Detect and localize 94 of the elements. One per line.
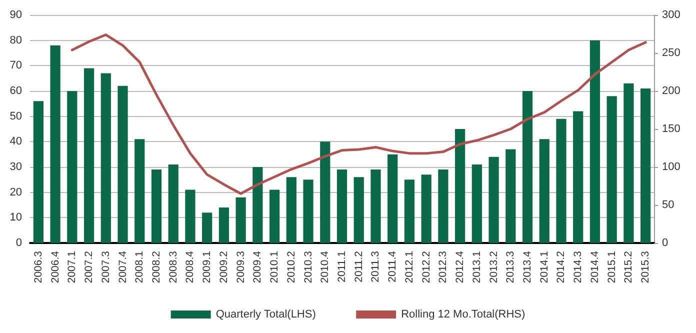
- bar: [50, 45, 60, 243]
- x-tick-label: 2010.1: [268, 250, 281, 284]
- y2-tick-label: 200: [662, 85, 680, 97]
- bar: [67, 91, 78, 243]
- x-tick-label: 2014.2: [555, 250, 568, 284]
- x-tick-label: 2015.2: [622, 250, 635, 284]
- y2-tick-label: 100: [662, 161, 680, 173]
- bar: [438, 170, 448, 243]
- y2-tick-label: 150: [662, 123, 680, 135]
- x-tick-label: 2006.3: [32, 250, 44, 284]
- legend-label: Rolling 12 Mo.Total(RHS): [401, 308, 526, 320]
- line-series: [70, 34, 647, 195]
- bar: [236, 197, 246, 243]
- bar: [168, 164, 178, 243]
- bar: [354, 177, 364, 243]
- bar: [404, 180, 415, 243]
- x-tick-label: 2010.2: [285, 250, 298, 284]
- x-tick-label: 2007.2: [83, 250, 96, 284]
- bar: [320, 142, 330, 243]
- y2-tick-label: 250: [662, 47, 680, 59]
- x-tick-label: 2009.4: [252, 250, 264, 284]
- bar: [606, 96, 617, 243]
- x-tick-label: 2015.1: [606, 250, 618, 284]
- y-tick-label: 10: [10, 212, 22, 224]
- bar: [522, 91, 533, 243]
- y-tick-label: 90: [10, 9, 22, 21]
- bar: [336, 170, 348, 243]
- x-tick-label: 2008.1: [134, 250, 146, 284]
- x-tick-label: 2009.3: [234, 250, 247, 284]
- bar: [388, 154, 398, 243]
- y-tick-label: 0: [16, 237, 22, 249]
- x-tick-label: 2011.4: [386, 250, 399, 282]
- y2-tick-label: 0: [662, 237, 668, 249]
- bar: [218, 208, 230, 243]
- x-tick-label: 2015.3: [640, 250, 652, 284]
- x-tick-label: 2007.4: [116, 250, 129, 284]
- bar: [539, 139, 550, 243]
- x-tick-label: 2013.3: [504, 250, 517, 284]
- x-tick-label: 2013.4: [522, 250, 534, 284]
- legend-label: Quarterly Total(LHS): [216, 308, 316, 320]
- y-tick-label: 30: [10, 161, 22, 173]
- bar: [590, 40, 600, 243]
- x-tick-label: 2012.2: [420, 250, 432, 284]
- y-tick-label: 40: [10, 136, 22, 148]
- x-tick-label: 2011.2: [352, 250, 365, 282]
- bar: [269, 190, 280, 243]
- x-tick-label: 2012.3: [437, 250, 450, 284]
- bar: [100, 73, 111, 243]
- bar: [84, 68, 94, 243]
- bar: [506, 149, 516, 243]
- bar: [118, 86, 128, 243]
- x-tick-label: 2008.4: [184, 250, 196, 284]
- x-tick-label: 2007.1: [66, 250, 78, 284]
- bar: [421, 174, 432, 243]
- bar: [252, 167, 263, 243]
- x-tick-label: 2014.4: [588, 250, 601, 284]
- y-tick-label: 70: [10, 60, 22, 72]
- bar: [33, 101, 44, 243]
- bar: [640, 88, 651, 243]
- y2-tick-label: 300: [662, 9, 680, 21]
- bar: [151, 170, 162, 243]
- x-tick-label: 2010.3: [302, 250, 314, 284]
- bar: [488, 156, 499, 243]
- x-tick-label: 2007.3: [100, 250, 112, 284]
- x-tick-label: 2008.3: [167, 250, 180, 284]
- bar: [134, 139, 145, 243]
- bar: [286, 177, 296, 243]
- y-tick-label: 50: [10, 110, 22, 122]
- bar: [202, 212, 212, 243]
- bar: [624, 83, 634, 243]
- x-tick-label: 2011.3: [370, 250, 382, 282]
- bar: [472, 164, 482, 243]
- bar: [556, 118, 566, 243]
- x-tick-label: 2008.2: [150, 250, 162, 284]
- y-tick-label: 60: [10, 85, 22, 97]
- x-tick-label: 2011.1: [336, 250, 348, 282]
- x-tick-label: 2009.1: [201, 250, 214, 284]
- bar: [573, 111, 584, 243]
- y-tick-label: 80: [10, 34, 22, 46]
- y2-tick-label: 50: [662, 199, 674, 211]
- x-tick-label: 2012.1: [403, 250, 416, 284]
- x-tick-label: 2012.4: [454, 250, 466, 284]
- x-tick-label: 2013.1: [470, 250, 483, 284]
- bar: [303, 180, 314, 243]
- x-tick-label: 2014.3: [572, 250, 584, 284]
- bar: [185, 190, 196, 243]
- x-tick-label: 2013.2: [488, 250, 500, 284]
- x-tick-label: 2010.4: [319, 250, 332, 284]
- x-tick-label: 2006.4: [49, 250, 62, 284]
- bar: [370, 170, 381, 243]
- bar: [454, 129, 466, 243]
- y-tick-label: 20: [10, 186, 22, 198]
- x-tick-label: 2014.1: [538, 250, 550, 284]
- x-tick-label: 2009.2: [218, 250, 230, 284]
